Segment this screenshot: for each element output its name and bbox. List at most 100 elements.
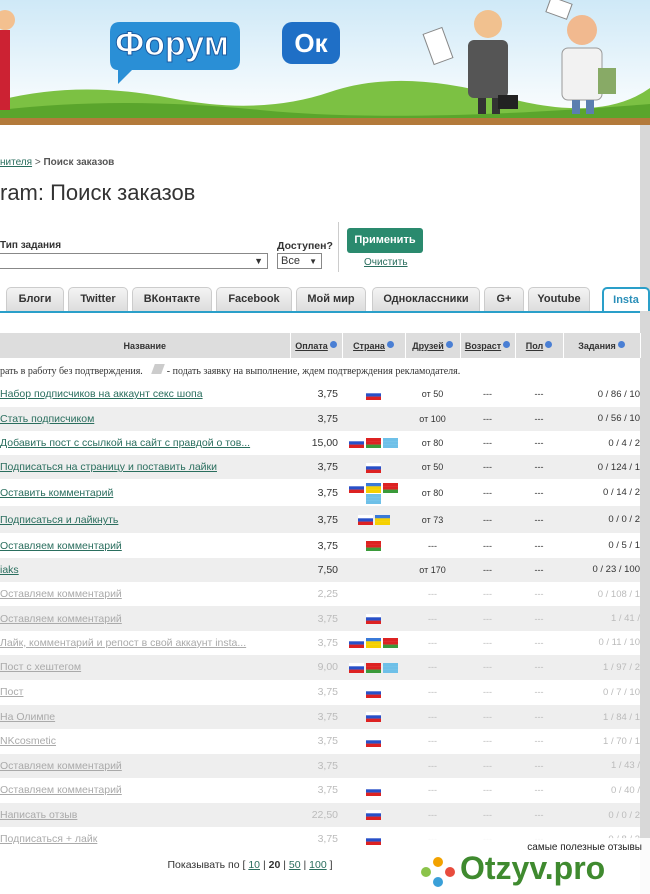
flag — [366, 540, 381, 551]
order-link[interactable]: Подписаться на страницу и поставить лайк… — [0, 461, 217, 474]
column-header: Название — [0, 333, 291, 358]
tasks-cell: 0 / 0 / 2 — [563, 506, 640, 534]
apply-button[interactable]: Применить — [347, 228, 423, 253]
info-icon — [545, 340, 553, 348]
tasks-cell: 0 / 23 / 100 — [563, 557, 640, 583]
name-cell: Оставить комментарий — [0, 479, 290, 506]
country-cell — [342, 654, 405, 680]
order-link[interactable]: Пост с хештегом — [0, 661, 82, 674]
tasks-cell: 0 / 108 / 1 — [597, 588, 640, 600]
page-size-link[interactable]: 50 — [288, 859, 301, 871]
order-link[interactable]: Оставляем комментарий — [0, 784, 122, 797]
order-link[interactable]: Написать отзыв — [0, 809, 78, 821]
tasks-cell: 0 / 14 / 2 — [603, 487, 640, 499]
logo-badge — [282, 22, 340, 64]
info-icon — [386, 340, 394, 348]
tab[interactable]: Twitter — [68, 287, 128, 311]
tab[interactable]: G+ — [484, 287, 524, 311]
cartoon-left — [0, 10, 15, 110]
tasks-cell: 1 / 97 / 2 — [563, 654, 640, 680]
flag — [366, 785, 381, 796]
country-cell — [342, 753, 405, 778]
country-cell — [342, 557, 405, 583]
order-link[interactable]: Оставляем комментарий — [0, 539, 122, 552]
column-header[interactable]: Задания — [563, 333, 641, 358]
order-link[interactable]: Подписаться и лайкнуть — [0, 513, 119, 526]
name-cell: Оставляем комментарий — [0, 753, 290, 778]
order-link[interactable]: Оставляем комментарий — [0, 588, 122, 601]
gender-cell: --- — [515, 606, 563, 631]
info-icon — [329, 340, 337, 348]
age-cell: --- — [483, 687, 492, 698]
column-header[interactable]: Страна — [342, 333, 406, 358]
age-cell: --- — [483, 540, 492, 551]
column-header[interactable]: Пол — [515, 333, 564, 358]
tab[interactable]: Блоги — [6, 287, 64, 311]
breadcrumb-link[interactable]: нителя — [0, 157, 33, 168]
tasks-cell: 1 / 70 / 1 — [603, 735, 640, 747]
name-cell: Оставляем комментарий — [0, 778, 290, 803]
flag — [366, 493, 381, 504]
country-cell — [342, 533, 405, 557]
order-link[interactable]: Оставляем комментарий — [0, 612, 122, 625]
name-cell: Оставляем комментарий — [0, 606, 290, 631]
order-link[interactable]: Добавить пост с ссылкой на сайт с правдо… — [0, 437, 251, 450]
order-row: На Олимпе 3,75 --- --- --- 1 / 84 / 1 — [0, 704, 640, 730]
note-text: рать в работу без подтверждения. — [0, 365, 143, 377]
order-link[interactable]: Оставить комментарий — [0, 486, 114, 499]
gender-cell: --- — [515, 506, 563, 534]
tasks-cell: 0 / 4 / 2 — [608, 437, 640, 449]
country-cell — [342, 455, 405, 480]
tab[interactable]: Мой мир — [296, 287, 366, 311]
friends-cell: от 170 — [405, 557, 460, 583]
tab[interactable]: ВКонтакте — [132, 287, 212, 311]
page-size-link[interactable]: 100 — [309, 859, 327, 871]
age-cell: --- — [460, 557, 515, 583]
type-select[interactable]: ▼ — [0, 253, 268, 269]
tasks-cell: 1 / 41 / — [563, 606, 640, 631]
order-link[interactable]: Лайк, комментарий и репост в свой аккаун… — [0, 636, 247, 649]
note: рать в работу без подтверждения. - подать… — [0, 358, 640, 382]
order-link[interactable]: NKcosmetic — [0, 735, 57, 748]
tab[interactable]: Одноклассники — [372, 287, 480, 311]
order-link[interactable]: Пост — [0, 686, 24, 699]
pay-cell: 3,75 — [290, 753, 342, 778]
gender-cell: --- — [515, 654, 563, 680]
order-link[interactable]: На Олимпе — [0, 711, 56, 724]
gender-cell: --- — [534, 589, 544, 600]
friends-cell: --- — [405, 802, 460, 828]
order-link[interactable]: Оставляем комментарий — [0, 759, 122, 772]
tab[interactable]: Youtube — [528, 287, 590, 311]
pay-cell: 3,75 — [290, 606, 342, 631]
order-link[interactable]: Подписаться + лайк — [0, 833, 98, 846]
name-cell: Подписаться на страницу и поставить лайк… — [0, 455, 290, 480]
country-cell — [342, 382, 405, 406]
tab[interactable]: Facebook — [216, 287, 292, 311]
order-link[interactable]: iaks — [0, 563, 19, 576]
friends-cell: от 80 — [421, 487, 444, 498]
order-link[interactable]: Стать подписчиком — [0, 412, 95, 425]
column-title: Пол — [525, 340, 544, 351]
page-size-link[interactable]: 10 — [248, 859, 261, 871]
order-row: Пост 3,75 --- --- --- 0 / 7 / 10 — [0, 680, 640, 705]
gender-cell: --- — [534, 637, 544, 648]
age-cell: --- — [483, 487, 492, 498]
divider — [338, 222, 339, 272]
page-size-current: 20 — [268, 859, 281, 871]
name-cell: Подписаться + лайк — [0, 827, 290, 851]
order-link[interactable]: Набор подписчиков на аккаунт секс шопа — [0, 388, 203, 401]
column-header[interactable]: Друзей — [405, 333, 461, 358]
reset-link[interactable]: Очистить — [364, 257, 408, 268]
tab[interactable]: Insta — [602, 287, 650, 311]
order-row: NKcosmetic 3,75 --- --- --- 1 / 70 / 1 — [0, 729, 640, 753]
column-header[interactable]: Возраст — [460, 333, 516, 358]
bracket: [ — [242, 859, 246, 871]
flag — [383, 638, 398, 649]
name-cell: Пост — [0, 680, 290, 705]
friends-cell: --- — [405, 753, 460, 778]
available-select[interactable]: Все ▼ — [277, 253, 322, 269]
column-header[interactable]: Оплата — [290, 333, 343, 358]
order-row: Стать подписчиком 3,75 от 100 --- --- 0 / 56 … — [0, 406, 640, 431]
type-label: Тип задания — [0, 240, 62, 251]
